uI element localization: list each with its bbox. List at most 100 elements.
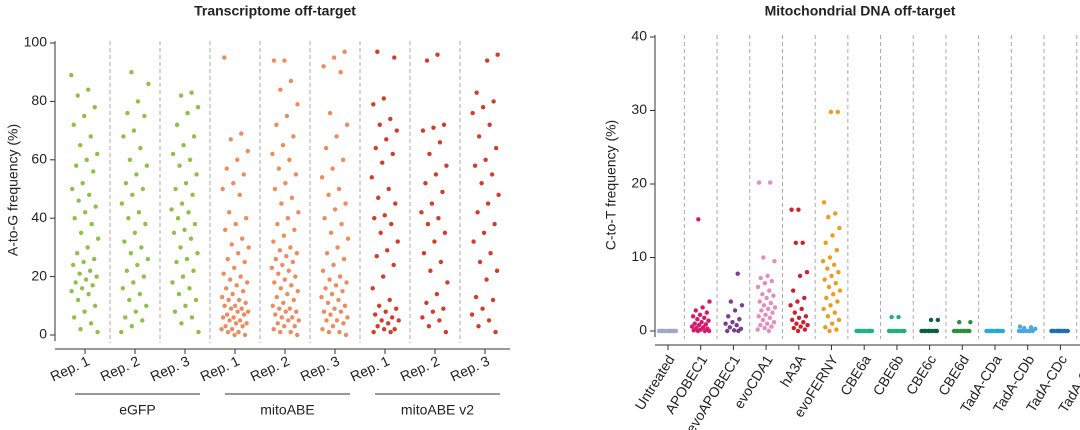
point [424,300,429,306]
point [271,326,276,332]
point [487,122,492,127]
y-tick-label: 10 [631,248,647,264]
point [230,291,235,297]
point [435,52,440,57]
point [438,259,444,265]
point [770,310,775,315]
point [240,236,245,241]
point [821,200,827,205]
point [235,309,240,314]
point [927,328,933,334]
point [735,271,740,276]
x-tick-label: Rep. 1 [198,352,242,384]
point [826,214,831,220]
point [928,317,934,323]
x-tick-label: Rep. 1 [48,352,92,384]
y-tick-label: 0 [39,326,47,342]
point [186,210,191,215]
point [486,318,492,323]
point [375,49,380,54]
point [420,315,425,320]
point [292,227,297,233]
point [793,240,799,245]
point [173,186,178,192]
point [284,113,290,119]
point [385,248,390,253]
point [797,273,803,279]
point [968,319,973,325]
y-axis-label: A-to-G frequency (%) [5,124,21,256]
point [227,210,232,215]
x-tick-label: Rep. 3 [448,352,492,384]
point [245,148,250,154]
point [286,318,291,323]
point [191,268,196,273]
point [288,78,294,84]
point [242,259,247,265]
point [485,201,491,206]
point [175,216,181,221]
point [187,157,193,162]
point [836,270,841,275]
x-tick-label: Rep. 2 [98,352,142,384]
point [127,297,132,303]
point [296,318,301,323]
point [324,318,329,323]
point [90,283,95,288]
point [488,251,493,256]
point [171,230,177,235]
point [835,299,840,304]
point [79,286,85,291]
point [223,324,228,329]
point [87,268,93,273]
point [470,110,475,116]
point [472,163,478,168]
point [769,278,775,284]
point [829,273,834,279]
point [707,299,712,304]
point [381,274,386,279]
point [477,259,483,265]
point [271,58,277,63]
point [181,143,186,148]
point [837,225,842,231]
point [319,294,324,300]
point [291,134,296,139]
point [484,277,489,282]
point [140,318,145,323]
x-tick-label: Rep. 2 [248,352,292,384]
point [241,172,246,177]
point [325,300,331,306]
point [766,328,772,334]
point [242,332,248,338]
point [385,321,391,326]
point [233,221,238,227]
point [288,245,293,250]
point [128,251,134,256]
y-tick-label: 0 [639,322,647,338]
point [336,186,342,192]
point [293,274,298,279]
point [95,151,100,157]
point [91,256,97,262]
point [923,328,928,334]
point [278,286,283,291]
point [280,143,286,148]
point [86,192,92,198]
point [756,314,761,319]
point [480,306,485,311]
point [95,236,101,241]
point [867,328,872,334]
point [984,328,989,334]
point [772,305,778,310]
point [902,328,907,334]
point [379,318,384,323]
point [274,294,279,300]
point [178,93,184,98]
point [78,326,83,332]
point [805,322,810,328]
point [270,151,275,157]
chart-title: Transcriptome off-target [194,3,356,19]
point [755,284,761,290]
point [84,157,89,162]
